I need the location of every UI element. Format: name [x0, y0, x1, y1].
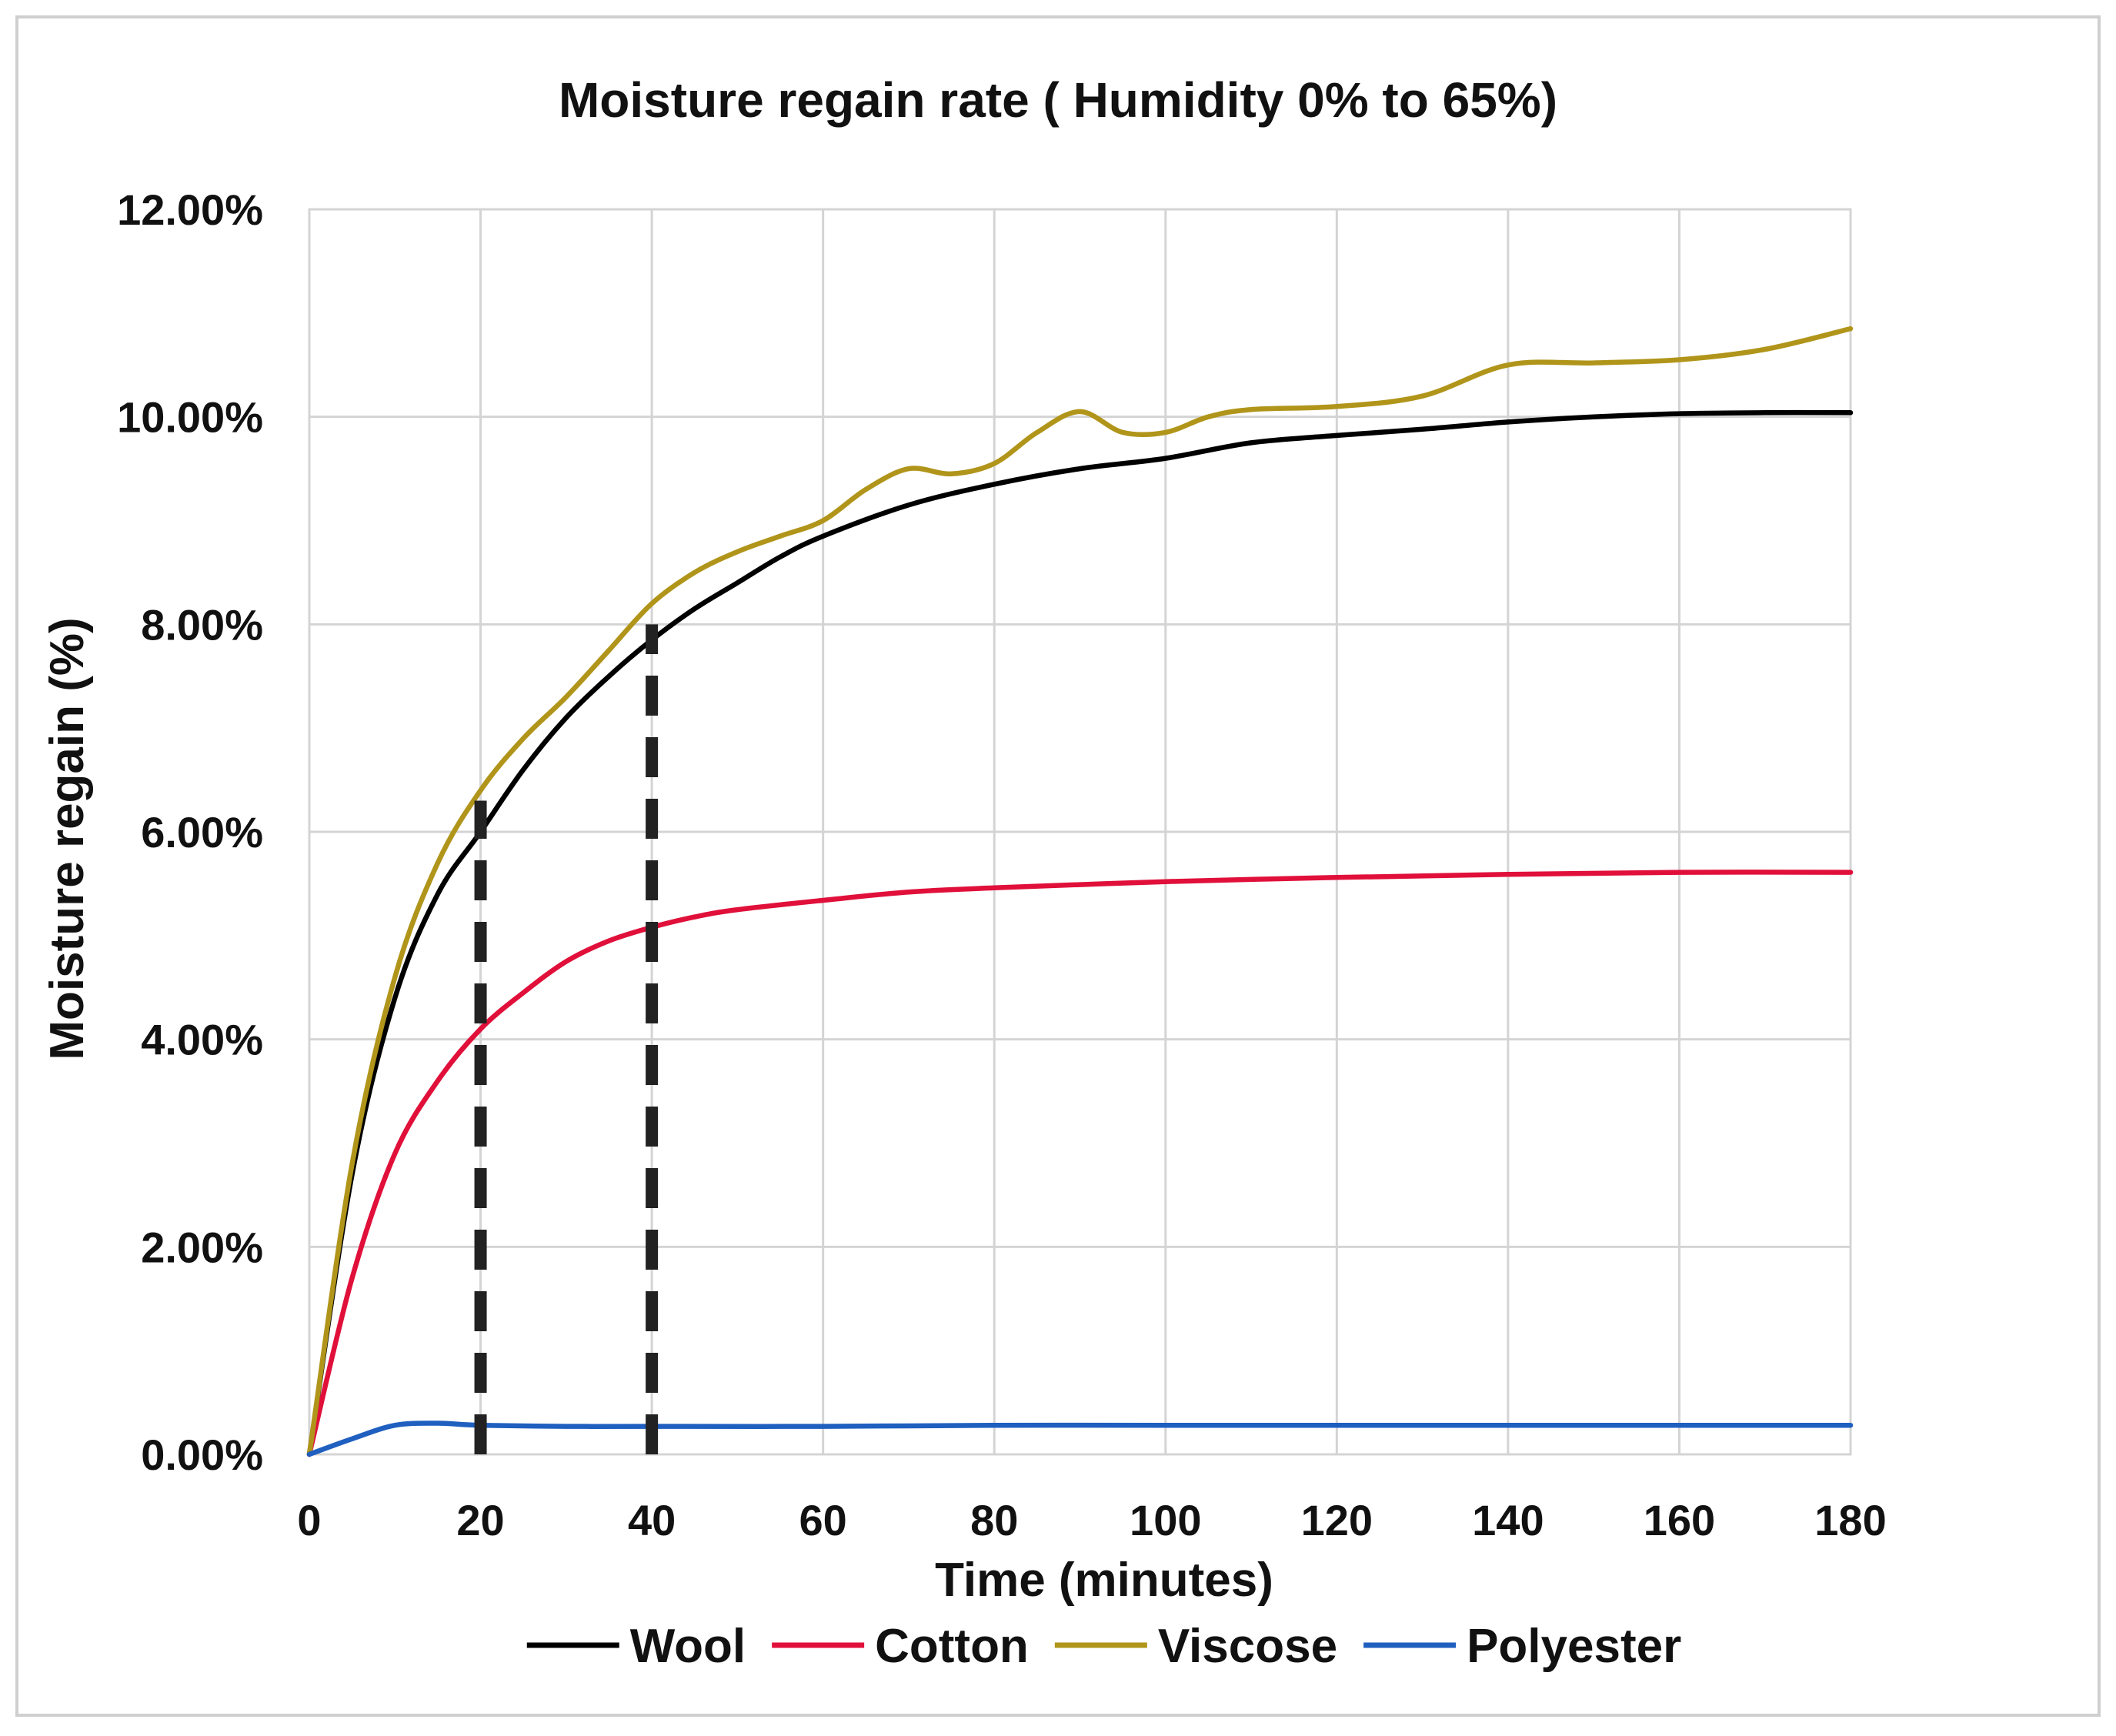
y-axis-ticks: 0.00% 2.00% 4.00% 6.00% 8.00% 10.00% 12.00% [117, 185, 263, 1479]
series-line-cotton [306, 870, 1854, 1457]
data-series [306, 326, 1854, 1457]
series-line-viscose [306, 326, 1854, 1457]
plot-area [308, 208, 1852, 1456]
x-tick-label: 160 [1644, 1496, 1715, 1544]
legend-label-polyester: Polyester [1467, 1620, 1681, 1673]
x-tick-label: 100 [1130, 1496, 1201, 1544]
x-axis-title: Time (minutes) [935, 1554, 1273, 1607]
series-line-polyester [306, 1421, 1854, 1457]
x-tick-label: 60 [799, 1496, 847, 1544]
x-tick-label: 120 [1301, 1496, 1373, 1544]
x-tick-label: 80 [970, 1496, 1018, 1544]
series-line-wool [306, 409, 1854, 1457]
legend: Wool Cotton Viscose Polyester [526, 1620, 1681, 1673]
y-tick-label: 8.00% [141, 600, 263, 649]
chart-title: Moisture regain rate ( Humidity 0% to 65… [559, 72, 1557, 128]
x-axis-ticks: 0 20 40 60 80 100 120 140 160 180 [297, 1496, 1886, 1544]
y-tick-label: 4.00% [141, 1016, 263, 1064]
x-tick-label: 180 [1814, 1496, 1886, 1544]
reference-lines [474, 624, 659, 1454]
legend-label-cotton: Cotton [875, 1620, 1029, 1673]
y-axis-title: Moisture regain (%) [41, 617, 94, 1060]
x-tick-label: 0 [297, 1496, 321, 1544]
x-tick-label: 140 [1472, 1496, 1544, 1544]
x-tick-label: 40 [628, 1496, 676, 1544]
y-tick-label: 6.00% [141, 808, 263, 856]
legend-label-viscose: Viscose [1158, 1620, 1337, 1673]
x-tick-label: 20 [456, 1496, 504, 1544]
legend-label-wool: Wool [630, 1620, 746, 1673]
y-tick-label: 2.00% [141, 1223, 263, 1271]
y-tick-label: 0.00% [141, 1431, 263, 1479]
y-tick-label: 10.00% [117, 393, 263, 442]
y-tick-label: 12.00% [117, 185, 263, 234]
chart-frame [15, 15, 2101, 1717]
